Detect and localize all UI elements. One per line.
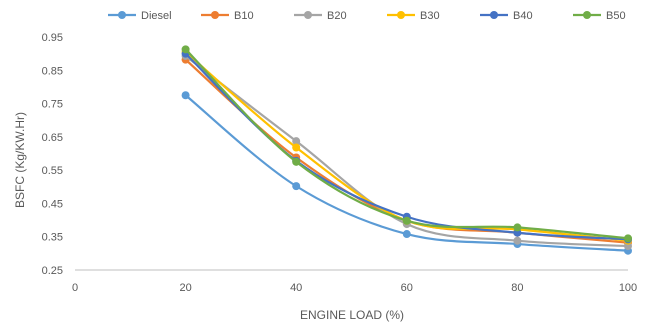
y-tick-label: 0.35 — [42, 232, 63, 244]
legend-swatch-marker — [304, 11, 312, 19]
data-point-b50 — [181, 45, 190, 54]
data-point-b50 — [624, 234, 632, 243]
legend-item-b10: B10 — [201, 10, 254, 22]
legend: Diesel B10 B20 B30 B40 B50 — [108, 10, 626, 22]
y-axis-label: BSFC (Kg/KW.Hr) — [13, 112, 27, 208]
data-point-b20 — [513, 236, 522, 245]
legend-label: B20 — [327, 10, 347, 22]
y-tick-label: 0.95 — [42, 32, 63, 44]
data-point-b50 — [402, 216, 411, 225]
data-point-b50 — [292, 157, 301, 166]
y-tick-label: 0.55 — [42, 165, 63, 177]
data-point-b30 — [292, 143, 301, 152]
legend-swatch-marker — [490, 11, 498, 19]
x-tick-label: 60 — [401, 282, 413, 294]
y-tick-label: 0.25 — [42, 265, 63, 277]
series-diesel — [181, 91, 632, 255]
y-tick-label: 0.45 — [42, 198, 63, 210]
series-line-b40 — [184, 52, 630, 241]
legend-swatch-marker — [211, 11, 219, 19]
legend-label: B30 — [420, 10, 440, 22]
legend-item-diesel: Diesel — [108, 10, 172, 22]
x-tick-label: 0 — [72, 282, 78, 294]
data-point-b20 — [292, 137, 301, 146]
axes: 0.25 0.35 0.45 0.55 0.65 0.75 0.85 0.95 0 20 40 60 8… — [42, 32, 638, 294]
legend-item-b40: B40 — [480, 10, 533, 22]
legend-label: Diesel — [141, 10, 172, 22]
legend-swatch-marker — [397, 11, 405, 19]
x-axis-label: ENGINE LOAD (%) — [300, 308, 404, 322]
x-tick-label: 80 — [511, 282, 523, 294]
legend-item-b50: B50 — [573, 10, 626, 22]
legend-label: B10 — [234, 10, 254, 22]
series-line-b50 — [184, 48, 630, 240]
x-tick-label: 100 — [619, 282, 637, 294]
data-point-b50 — [513, 223, 522, 232]
legend-swatch-marker — [118, 11, 126, 19]
series-line-b30 — [184, 50, 630, 242]
legend-label: B40 — [513, 10, 533, 22]
legend-label: B50 — [606, 10, 626, 22]
y-tick-label: 0.75 — [42, 99, 63, 111]
legend-item-b30: B30 — [387, 10, 440, 22]
data-point-diesel — [402, 230, 411, 239]
x-tick-label: 40 — [290, 282, 302, 294]
legend-item-b20: B20 — [294, 10, 347, 22]
y-tick-label: 0.85 — [42, 65, 63, 77]
data-point-diesel — [292, 182, 301, 191]
data-point-diesel — [181, 91, 190, 100]
y-tick-label: 0.65 — [42, 132, 63, 144]
series-b50 — [181, 45, 632, 243]
series-group — [181, 45, 632, 255]
x-tick-label: 20 — [179, 282, 191, 294]
legend-swatch-marker — [583, 11, 591, 19]
series-b40 — [181, 49, 632, 244]
